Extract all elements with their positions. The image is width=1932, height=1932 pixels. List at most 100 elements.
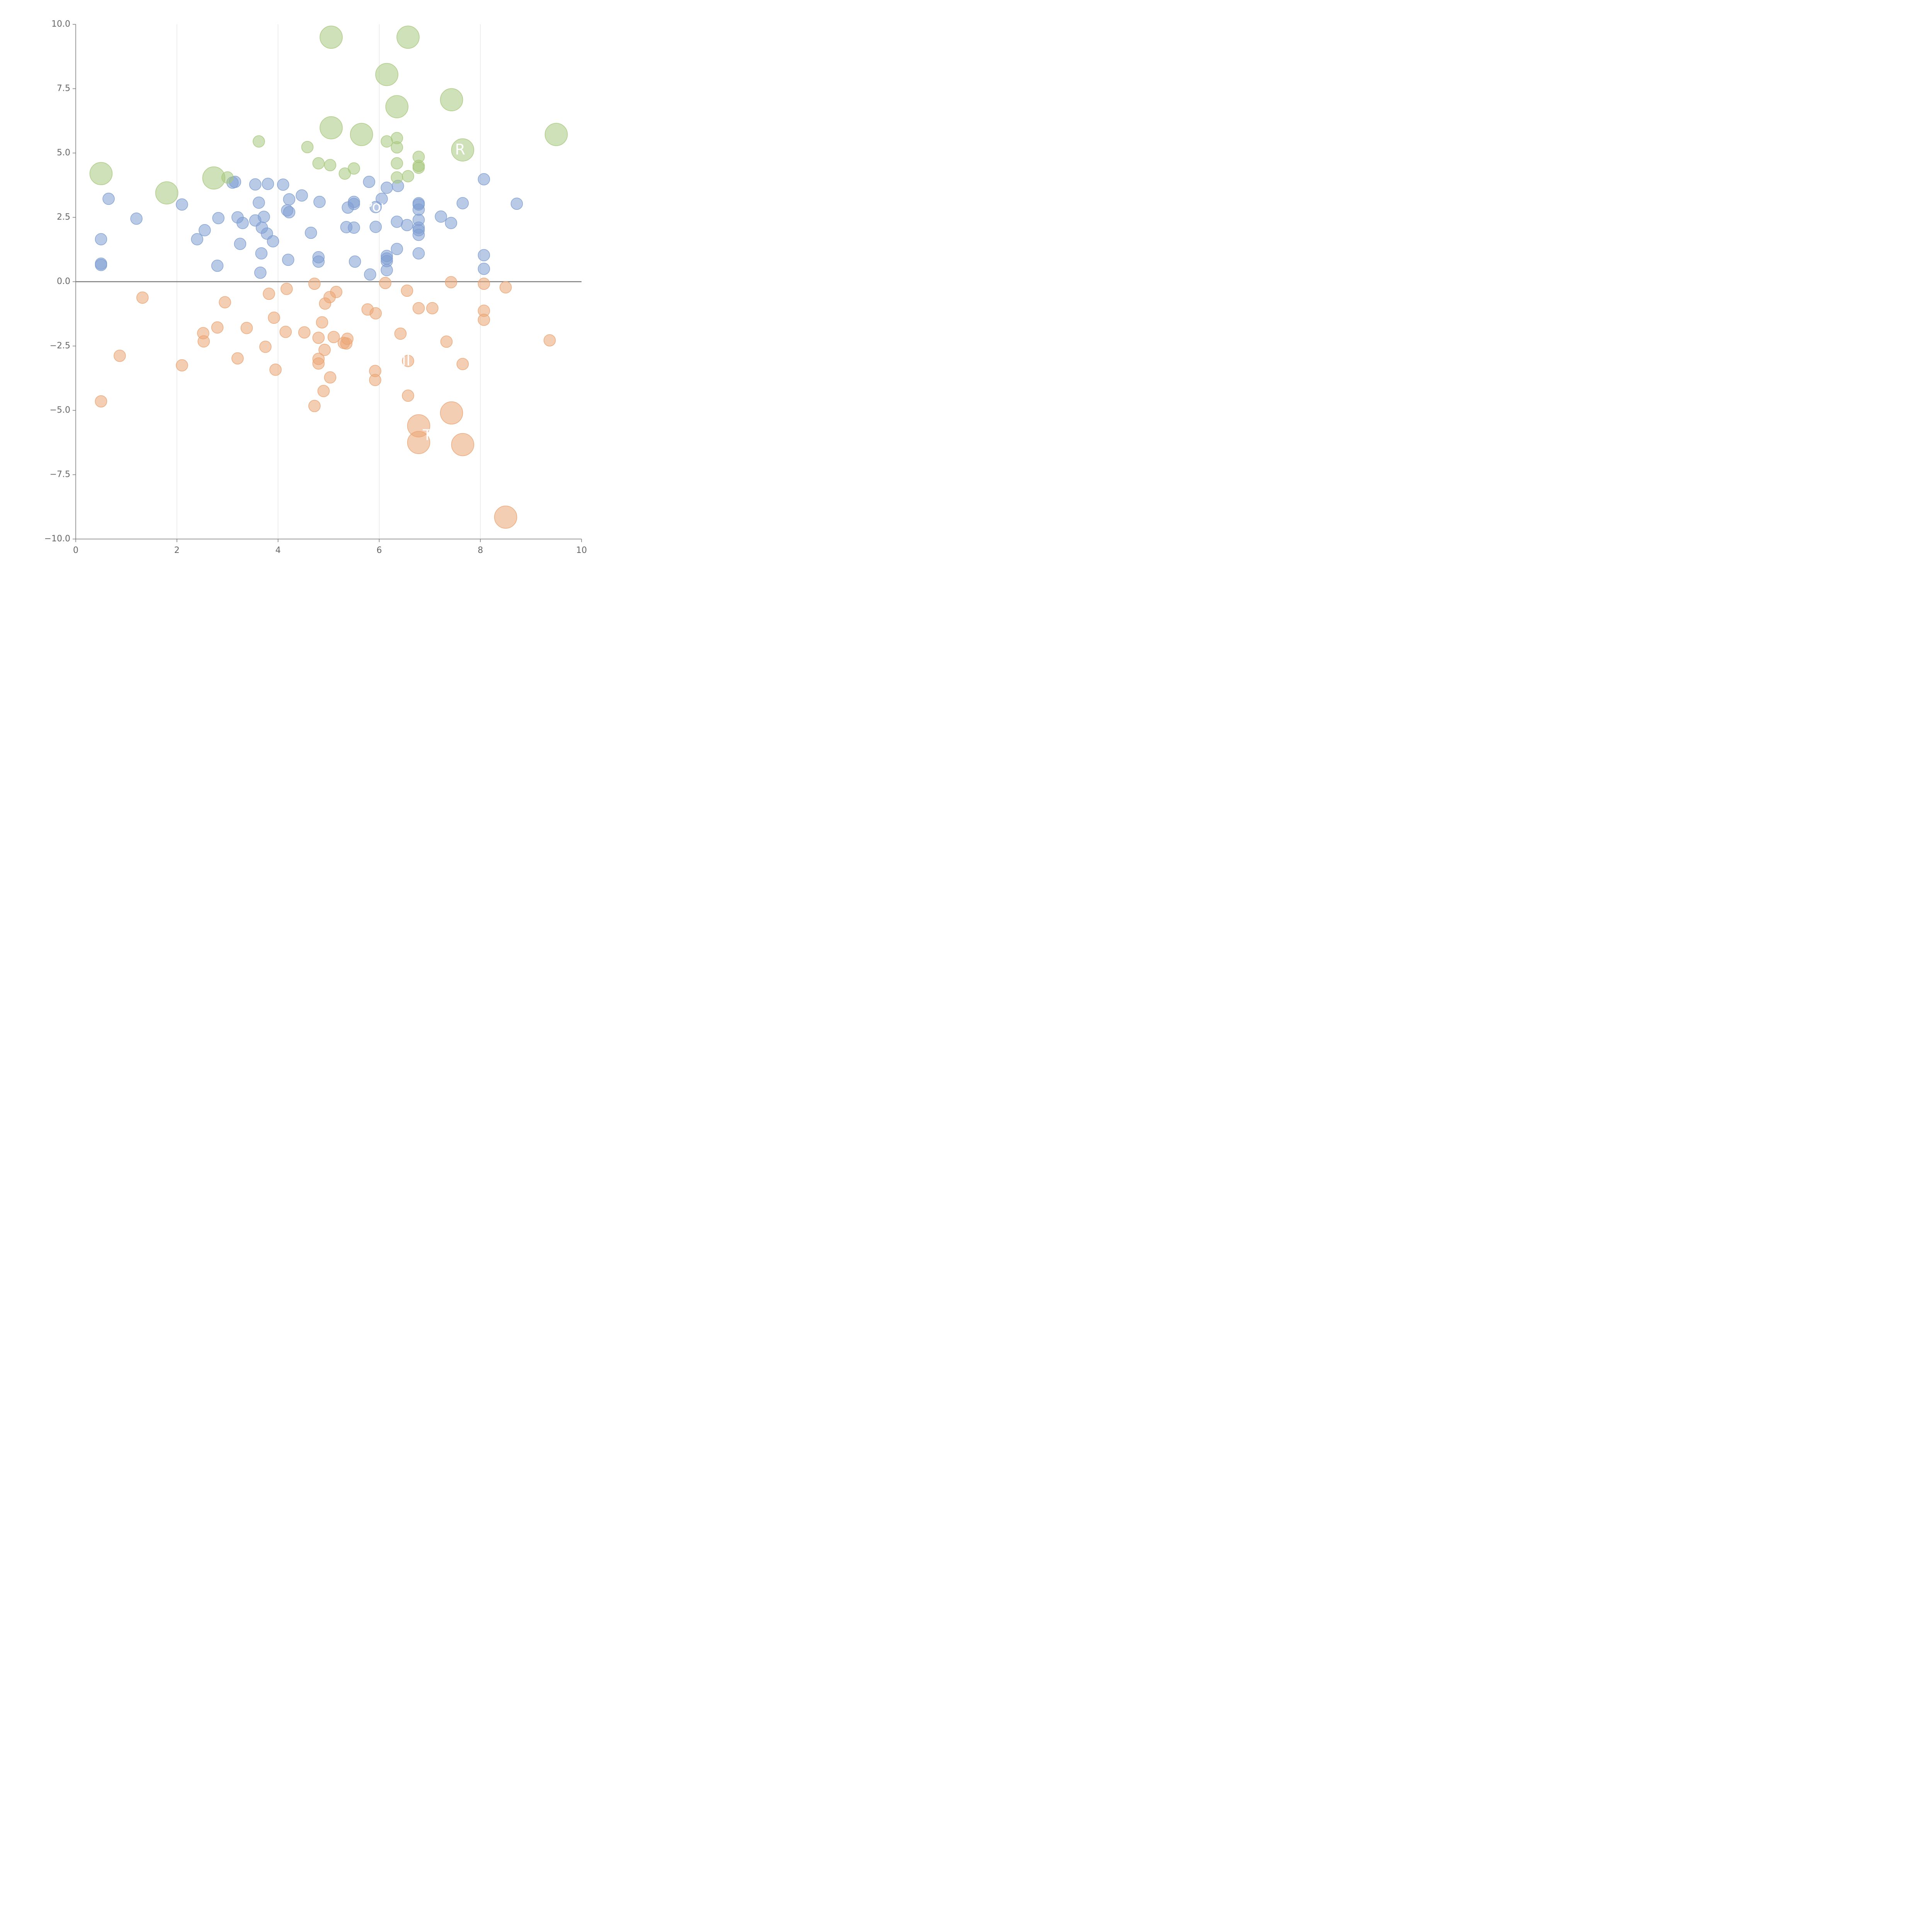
data-point [327, 331, 340, 343]
data-point [440, 401, 463, 425]
data-point [219, 296, 231, 309]
data-point [391, 171, 403, 184]
data-point [281, 282, 293, 295]
data-point [348, 198, 360, 210]
data-point [199, 224, 211, 236]
y-tick-label: 0.0 [57, 277, 70, 286]
data-point [313, 196, 326, 208]
axes: 0 2 4 6 8 10 −10.0 −7.5 −5.0 −2.5 0.0 2.5 5.0 7.5 10.0 [44, 19, 587, 555]
data-point [89, 162, 113, 185]
data-point [268, 311, 280, 324]
data-point [211, 259, 224, 272]
y-tick-label: 10.0 [51, 19, 70, 29]
x-tick-label: 2 [174, 546, 180, 555]
data-point [95, 233, 107, 245]
series-positive_large [89, 26, 568, 204]
data-point [312, 357, 325, 370]
data-point [283, 193, 296, 206]
annotation-layer: Pov R MI T [364, 141, 465, 444]
data-point [440, 335, 453, 348]
data-point [369, 201, 382, 213]
data-point [391, 141, 403, 154]
data-point [320, 26, 343, 49]
data-point [348, 162, 360, 175]
data-point [402, 170, 414, 182]
x-tick-label: 0 [73, 546, 78, 555]
data-point [478, 313, 490, 326]
data-point [211, 321, 224, 334]
data-point [318, 344, 331, 356]
bubble-scatter-chart: Pov R MI T 0 2 4 6 8 10 −10.0 −7.5 −5.0 −2.5 0.0 2.5 5.… [44, 19, 587, 555]
data-point [312, 332, 325, 344]
data-point [277, 179, 289, 191]
data-point [478, 173, 490, 185]
data-point [478, 277, 490, 290]
data-point [412, 229, 425, 241]
x-tick-label: 4 [276, 546, 281, 555]
y-tick-label: 2.5 [57, 213, 70, 222]
data-point [385, 95, 408, 118]
data-point [254, 266, 267, 279]
data-point [451, 138, 474, 162]
data-point [282, 253, 294, 266]
data-point [212, 212, 224, 224]
data-point [221, 171, 234, 184]
data-point [435, 210, 447, 223]
data-point [240, 322, 253, 334]
data-point [338, 167, 351, 180]
data-point [304, 226, 317, 239]
data-point [369, 374, 381, 386]
data-point [348, 221, 360, 234]
data-point [451, 433, 474, 456]
data-point [412, 302, 425, 315]
data-point [426, 302, 439, 315]
data-point [269, 364, 282, 376]
data-point [381, 182, 393, 194]
data-point [543, 334, 556, 347]
data-point [510, 197, 523, 210]
data-point [402, 389, 414, 402]
data-point [191, 233, 203, 245]
data-point [298, 326, 311, 338]
data-point [445, 217, 457, 229]
data-point [499, 281, 512, 294]
x-tick-label: 8 [478, 546, 483, 555]
data-point [349, 255, 361, 268]
data-point [102, 192, 115, 205]
data-point [381, 135, 393, 148]
data-point [391, 243, 403, 255]
data-point [364, 268, 376, 281]
annotation-label: R [455, 141, 465, 158]
y-tick-label: −7.5 [50, 470, 70, 480]
data-point [445, 276, 457, 289]
data-point [312, 157, 325, 170]
data-point [394, 327, 407, 340]
data-point [136, 291, 149, 304]
data-point [197, 335, 210, 348]
data-point [412, 203, 425, 216]
data-point [95, 395, 107, 408]
data-point [267, 235, 279, 248]
data-point [308, 277, 321, 290]
data-point [236, 217, 249, 229]
data-point [283, 206, 296, 218]
data-point [350, 123, 373, 146]
data-point [478, 262, 490, 275]
series-negative [95, 276, 556, 529]
data-point [231, 352, 244, 365]
data-points [89, 26, 568, 529]
data-point [494, 505, 517, 529]
data-point [456, 197, 469, 209]
data-point [95, 259, 107, 271]
data-point [544, 123, 568, 146]
data-point [249, 178, 262, 191]
series-positive_small [95, 173, 523, 281]
data-point [324, 159, 337, 172]
annotation-label: MI [393, 352, 410, 369]
data-point [412, 162, 425, 174]
data-point [412, 247, 425, 260]
data-point [369, 307, 382, 320]
data-point [375, 63, 398, 86]
data-point [407, 431, 430, 454]
data-point [324, 371, 337, 384]
